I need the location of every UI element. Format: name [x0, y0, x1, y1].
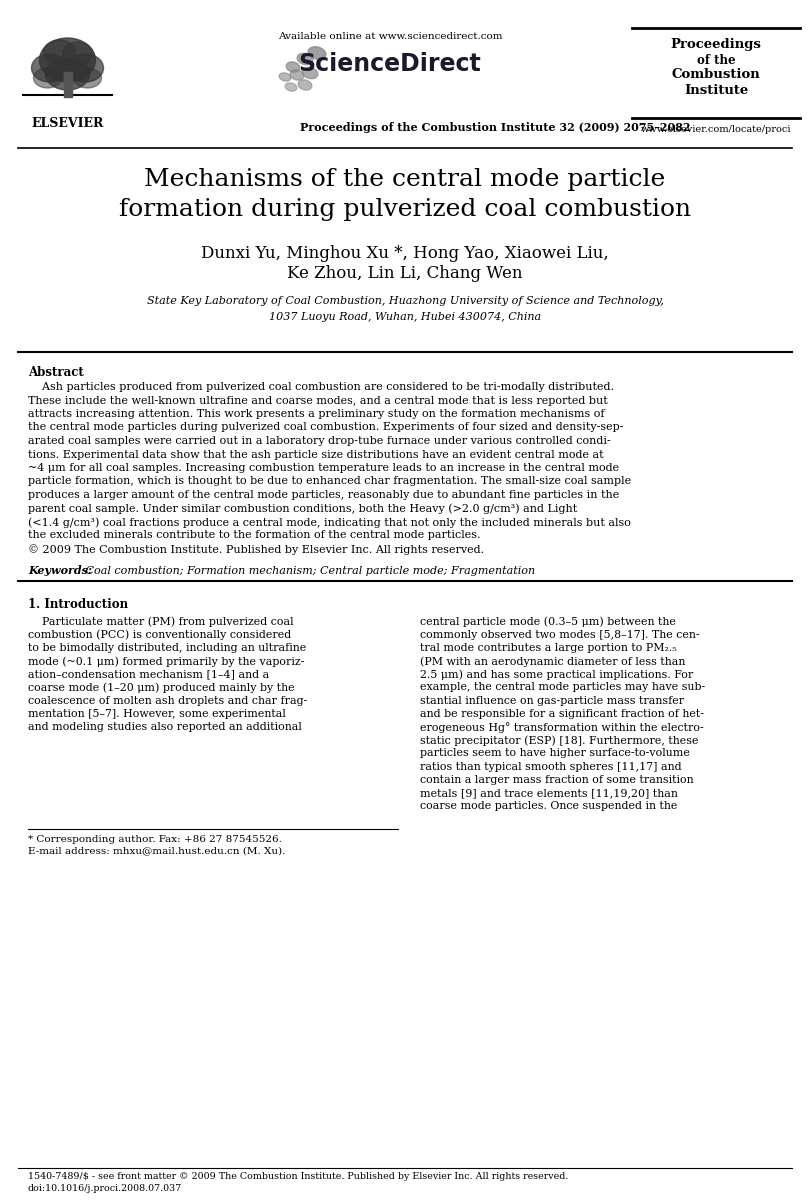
- Text: metals [9] and trace elements [11,19,20] than: metals [9] and trace elements [11,19,20]…: [420, 788, 678, 798]
- Text: Coal combustion; Formation mechanism; Central particle mode; Fragmentation: Coal combustion; Formation mechanism; Ce…: [82, 565, 535, 576]
- Text: produces a larger amount of the central mode particles, reasonably due to abunda: produces a larger amount of the central …: [28, 490, 620, 500]
- Text: 1. Introduction: 1. Introduction: [28, 599, 128, 612]
- Text: Mechanisms of the central mode particle: Mechanisms of the central mode particle: [144, 168, 666, 191]
- Ellipse shape: [279, 73, 291, 82]
- Text: stantial influence on gas-particle mass transfer: stantial influence on gas-particle mass …: [420, 696, 684, 706]
- Text: formation during pulverized coal combustion: formation during pulverized coal combust…: [119, 198, 691, 221]
- Text: Combustion: Combustion: [671, 68, 761, 80]
- Bar: [63, 72, 71, 97]
- Text: State Key Laboratory of Coal Combustion, Huazhong University of Science and Tech: State Key Laboratory of Coal Combustion,…: [147, 296, 663, 306]
- Text: commonly observed two modes [5,8–17]. The cen-: commonly observed two modes [5,8–17]. Th…: [420, 630, 700, 640]
- Ellipse shape: [297, 53, 313, 65]
- Text: mentation [5–7]. However, some experimental: mentation [5–7]. However, some experimen…: [28, 709, 286, 719]
- Text: and modeling studies also reported an additional: and modeling studies also reported an ad…: [28, 722, 302, 732]
- Text: attracts increasing attention. This work presents a preliminary study on the for: attracts increasing attention. This work…: [28, 409, 604, 419]
- Text: Abstract: Abstract: [28, 366, 83, 379]
- Text: contain a larger mass fraction of some transition: contain a larger mass fraction of some t…: [420, 775, 693, 785]
- Text: ~4 μm for all coal samples. Increasing combustion temperature leads to an increa: ~4 μm for all coal samples. Increasing c…: [28, 463, 619, 473]
- Text: ation–condensation mechanism [1–4] and a: ation–condensation mechanism [1–4] and a: [28, 670, 269, 679]
- Text: tions. Experimental data show that the ash particle size distributions have an e: tions. Experimental data show that the a…: [28, 450, 603, 460]
- Ellipse shape: [44, 40, 75, 64]
- Text: (PM with an aerodynamic diameter of less than: (PM with an aerodynamic diameter of less…: [420, 656, 685, 667]
- Text: * Corresponding author. Fax: +86 27 87545526.: * Corresponding author. Fax: +86 27 8754…: [28, 834, 282, 844]
- Text: tral mode contributes a large portion to PM₂.₅: tral mode contributes a large portion to…: [420, 643, 676, 653]
- Ellipse shape: [40, 38, 96, 82]
- Text: Proceedings: Proceedings: [671, 38, 761, 50]
- Text: ratios than typical smooth spheres [11,17] and: ratios than typical smooth spheres [11,1…: [420, 762, 682, 772]
- Text: combustion (PCC) is conventionally considered: combustion (PCC) is conventionally consi…: [28, 630, 292, 641]
- Text: coalescence of molten ash droplets and char frag-: coalescence of molten ash droplets and c…: [28, 696, 307, 706]
- Text: to be bimodally distributed, including an ultrafine: to be bimodally distributed, including a…: [28, 643, 306, 653]
- Text: the excluded minerals contribute to the formation of the central mode particles.: the excluded minerals contribute to the …: [28, 530, 480, 540]
- Text: ScienceDirect: ScienceDirect: [299, 52, 481, 76]
- Text: Ash particles produced from pulverized coal combustion are considered to be tri-: Ash particles produced from pulverized c…: [28, 382, 614, 392]
- Text: arated coal samples were carried out in a laboratory drop-tube furnace under var: arated coal samples were carried out in …: [28, 436, 611, 446]
- Text: Keywords:: Keywords:: [28, 565, 92, 576]
- Text: parent coal sample. Under similar combustion conditions, both the Heavy (>2.0 g/: parent coal sample. Under similar combus…: [28, 504, 578, 514]
- Text: of the: of the: [697, 54, 735, 67]
- Text: doi:10.1016/j.proci.2008.07.037: doi:10.1016/j.proci.2008.07.037: [28, 1184, 182, 1193]
- Ellipse shape: [62, 42, 92, 66]
- Text: coarse mode particles. Once suspended in the: coarse mode particles. Once suspended in…: [420, 802, 677, 811]
- Ellipse shape: [67, 54, 104, 82]
- Text: central particle mode (0.3–5 μm) between the: central particle mode (0.3–5 μm) between…: [420, 617, 676, 628]
- Text: coarse mode (1–20 μm) produced mainly by the: coarse mode (1–20 μm) produced mainly by…: [28, 683, 295, 694]
- Ellipse shape: [302, 67, 318, 79]
- Text: and be responsible for a significant fraction of het-: and be responsible for a significant fra…: [420, 709, 704, 719]
- Text: Institute: Institute: [684, 84, 748, 97]
- Ellipse shape: [290, 70, 304, 80]
- Ellipse shape: [286, 62, 300, 72]
- Text: mode (~0.1 μm) formed primarily by the vaporiz-: mode (~0.1 μm) formed primarily by the v…: [28, 656, 305, 667]
- Ellipse shape: [33, 68, 62, 88]
- Ellipse shape: [32, 54, 67, 82]
- Text: www.elsevier.com/locate/proci: www.elsevier.com/locate/proci: [641, 125, 791, 134]
- Text: example, the central mode particles may have sub-: example, the central mode particles may …: [420, 683, 706, 692]
- Text: particles seem to have higher surface-to-volume: particles seem to have higher surface-to…: [420, 749, 690, 758]
- Ellipse shape: [308, 47, 326, 59]
- Text: Ke Zhou, Lin Li, Chang Wen: Ke Zhou, Lin Li, Chang Wen: [288, 265, 522, 282]
- Text: the central mode particles during pulverized coal combustion. Experiments of fou: the central mode particles during pulver…: [28, 422, 624, 432]
- Text: Dunxi Yu, Minghou Xu *, Hong Yao, Xiaowei Liu,: Dunxi Yu, Minghou Xu *, Hong Yao, Xiaowe…: [201, 245, 609, 262]
- Ellipse shape: [74, 68, 101, 88]
- Text: ELSEVIER: ELSEVIER: [32, 116, 104, 130]
- Ellipse shape: [285, 83, 297, 91]
- Text: particle formation, which is thought to be due to enhanced char fragmentation. T: particle formation, which is thought to …: [28, 476, 631, 486]
- Text: E-mail address: mhxu@mail.hust.edu.cn (M. Xu).: E-mail address: mhxu@mail.hust.edu.cn (M…: [28, 846, 285, 856]
- Text: Proceedings of the Combustion Institute 32 (2009) 2075–2082: Proceedings of the Combustion Institute …: [300, 122, 690, 133]
- Text: © 2009 The Combustion Institute. Published by Elsevier Inc. All rights reserved.: © 2009 The Combustion Institute. Publish…: [28, 544, 484, 554]
- Text: 1540-7489/$ - see front matter © 2009 The Combustion Institute. Published by Els: 1540-7489/$ - see front matter © 2009 Th…: [28, 1172, 569, 1181]
- Text: 2.5 μm) and has some practical implications. For: 2.5 μm) and has some practical implicati…: [420, 670, 693, 680]
- Text: static precipitator (ESP) [18]. Furthermore, these: static precipitator (ESP) [18]. Furtherm…: [420, 736, 698, 746]
- Text: These include the well-known ultrafine and coarse modes, and a central mode that: These include the well-known ultrafine a…: [28, 396, 608, 406]
- Text: (<1.4 g/cm³) coal fractions produce a central mode, indicating that not only the: (<1.4 g/cm³) coal fractions produce a ce…: [28, 517, 631, 528]
- Text: 1037 Luoyu Road, Wuhan, Hubei 430074, China: 1037 Luoyu Road, Wuhan, Hubei 430074, Ch…: [269, 312, 541, 322]
- Ellipse shape: [298, 80, 312, 90]
- Text: Particulate matter (PM) from pulverized coal: Particulate matter (PM) from pulverized …: [28, 617, 293, 628]
- Text: erogeneous Hg° transformation within the electro-: erogeneous Hg° transformation within the…: [420, 722, 704, 733]
- Ellipse shape: [45, 58, 89, 90]
- Text: Available online at www.sciencedirect.com: Available online at www.sciencedirect.co…: [278, 32, 502, 41]
